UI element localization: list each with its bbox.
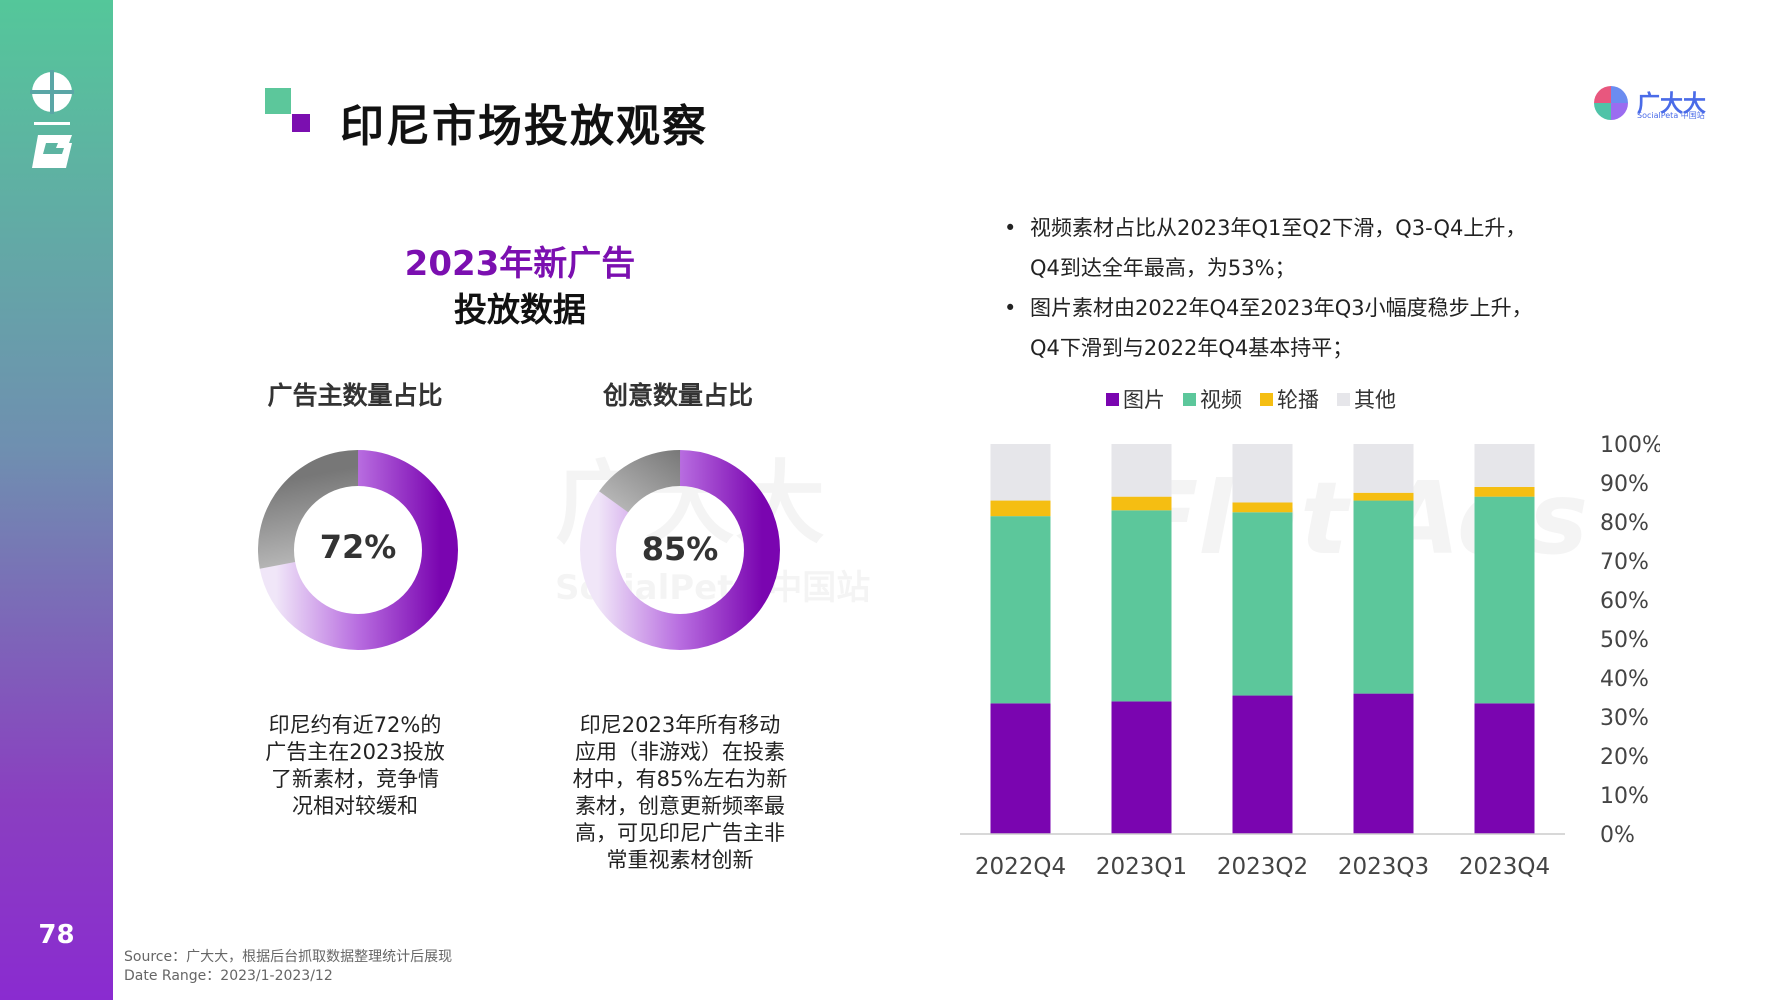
donut-label: 广告主数量占比 [267, 381, 443, 410]
bar-segment-2023Q2-其他 [1232, 444, 1293, 503]
description-line: 印尼2023年所有移动 [579, 713, 781, 737]
bar-segment-2023Q3-其他 [1353, 444, 1414, 493]
bullet-item: 图片素材由2022年Q4至2023年Q3小幅度稳步上升， Q4下滑到与2022年Q… [1000, 288, 1560, 368]
chart-legend: 图片 视频 轮播 其他 [1106, 384, 1396, 414]
bar-segment-2023Q2-图片 [1232, 695, 1293, 834]
bar-segment-2022Q4-其他 [990, 444, 1051, 501]
legend-item: 图片 [1106, 384, 1165, 414]
bullet-line: 图片素材由2022年Q4至2023年Q3小幅度稳步上升， [1030, 296, 1533, 320]
legend-label: 轮播 [1277, 388, 1319, 412]
description-line: 了新素材，竞争情 [271, 767, 439, 791]
bar-segment-2022Q4-图片 [990, 703, 1051, 834]
legend-swatch [1260, 392, 1273, 406]
brand-name: 广大大 [1637, 91, 1706, 117]
donut-value: 85% [641, 530, 719, 568]
x-tick-label: 2023Q1 [1096, 854, 1187, 880]
legend-swatch [1183, 392, 1196, 406]
description-line: 高，可见印尼广告主非 [575, 821, 785, 845]
logo-icon [30, 70, 74, 168]
bar-segment-2023Q2-轮播 [1232, 502, 1293, 513]
donut-chart-creatives [580, 450, 780, 650]
legend-item: 轮播 [1260, 384, 1319, 414]
description-line: 广告主在2023投放 [265, 740, 445, 764]
source-line: Source：广大大，根据后台抓取数据整理统计后展现 [124, 949, 453, 965]
legend-swatch [1337, 392, 1350, 406]
y-tick-label: 70% [1600, 550, 1649, 575]
donut-label: 创意数量占比 [602, 381, 753, 410]
description-line: 应用（非游戏）在投素 [575, 740, 785, 764]
section-title: 2023年新广告 [404, 244, 636, 284]
date-range-line: Date Range：2023/1-2023/12 [124, 968, 333, 984]
bullet-item: 视频素材占比从2023年Q1至Q2下滑，Q3-Q4上升， Q4到达全年最高，为53… [1000, 208, 1560, 288]
y-tick-label: 40% [1600, 667, 1649, 692]
description-line: 常重视素材创新 [606, 848, 754, 872]
stacked-bar-chart: 2022Q4 2023Q1 2023Q2 2023Q3 2023Q4 0% 10% 20% 30… [960, 433, 1660, 880]
legend-label: 视频 [1200, 388, 1242, 412]
bar-segment-2022Q4-视频 [990, 516, 1051, 704]
title-decoration [292, 114, 310, 132]
description-line: 况相对较缓和 [292, 794, 418, 818]
donut-chart-advertisers [258, 450, 458, 650]
x-tick-label: 2023Q4 [1459, 854, 1550, 880]
y-tick-label: 50% [1600, 628, 1649, 653]
bar-segment-2023Q1-视频 [1111, 510, 1172, 702]
section-subtitle: 投放数据 [454, 290, 586, 329]
sidebar: 78 [0, 0, 113, 1000]
bar-segment-2023Q4-其他 [1474, 444, 1535, 487]
bullet-line: Q4到达全年最高，为53%； [1030, 256, 1296, 280]
bar-segment-2022Q4-轮播 [990, 500, 1051, 517]
x-tick-label: 2022Q4 [975, 854, 1066, 880]
donut-description: 印尼2023年所有移动 应用（非游戏）在投素 材中，有85%左右为新 素材，创意更新频… [560, 712, 800, 874]
bar-segment-2023Q3-视频 [1353, 500, 1414, 694]
legend-label: 图片 [1123, 388, 1165, 412]
y-tick-label: 0% [1600, 823, 1635, 848]
bar-segment-2023Q1-轮播 [1111, 496, 1172, 511]
page-title: 印尼市场投放观察 [340, 101, 708, 152]
bar-segment-2023Q4-图片 [1474, 703, 1535, 834]
bar-segment-2023Q3-轮播 [1353, 492, 1414, 501]
y-tick-label: 60% [1600, 589, 1649, 614]
y-tick-label: 90% [1600, 472, 1649, 497]
bar-segment-2023Q4-视频 [1474, 496, 1535, 704]
y-tick-label: 30% [1600, 706, 1649, 731]
description-line: 印尼约有近72%的 [268, 713, 442, 737]
bar-segment-2023Q1-其他 [1111, 444, 1172, 497]
description-line: 素材，创意更新频率最 [575, 794, 785, 818]
legend-swatch [1106, 392, 1119, 406]
bar-segment-2023Q4-轮播 [1474, 486, 1535, 497]
x-tick-label: 2023Q2 [1217, 854, 1308, 880]
legend-item: 其他 [1337, 384, 1396, 414]
y-tick-label: 100% [1600, 433, 1660, 458]
page-number: 78 [38, 920, 75, 950]
y-tick-label: 10% [1600, 784, 1649, 809]
donut-description: 印尼约有近72%的 广告主在2023投放 了新素材，竞争情 况相对较缓和 [240, 712, 470, 820]
bar-segment-2023Q1-图片 [1111, 701, 1172, 834]
brand-logo-icon [1594, 86, 1628, 120]
source-note: Source：广大大，根据后台抓取数据整理统计后展现 Date Range：20… [124, 948, 452, 986]
x-tick-label: 2023Q3 [1338, 854, 1429, 880]
y-tick-label: 20% [1600, 745, 1649, 770]
bar-segment-2023Q3-图片 [1353, 693, 1414, 834]
legend-item: 视频 [1183, 384, 1242, 414]
bar-segment-2023Q2-视频 [1232, 512, 1293, 696]
bullet-line: Q4下滑到与2022年Q4基本持平； [1030, 336, 1354, 360]
brand-sub: SocialPeta 中国站 [1637, 111, 1705, 120]
title-decoration [265, 88, 291, 114]
donut-value: 72% [319, 528, 397, 566]
legend-label: 其他 [1354, 388, 1396, 412]
bullet-line: 视频素材占比从2023年Q1至Q2下滑，Q3-Q4上升， [1030, 216, 1527, 240]
y-tick-label: 80% [1600, 511, 1649, 536]
bullet-list: 视频素材占比从2023年Q1至Q2下滑，Q3-Q4上升， Q4到达全年最高，为53… [1000, 208, 1560, 368]
description-line: 材中，有85%左右为新 [572, 767, 788, 791]
